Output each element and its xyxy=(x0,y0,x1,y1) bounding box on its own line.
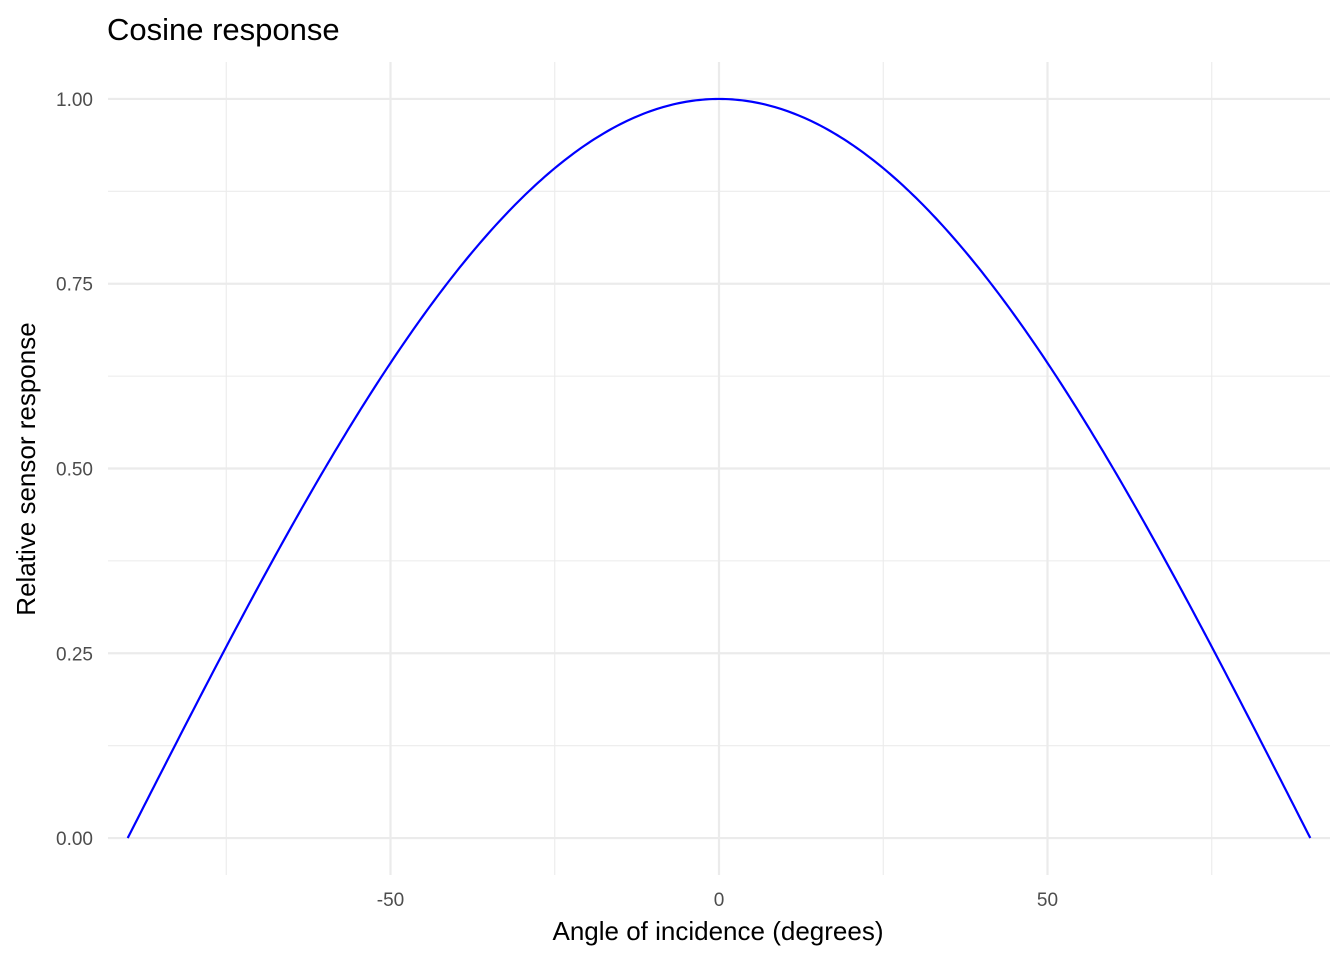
x-tick-label: -50 xyxy=(377,890,404,911)
series-layer xyxy=(126,97,1312,839)
series-line xyxy=(126,97,1312,839)
y-tick-label: 1.00 xyxy=(56,90,93,111)
grid xyxy=(108,62,1330,875)
y-tick-label: 0.25 xyxy=(56,644,93,665)
x-tick-label: 50 xyxy=(1037,890,1058,911)
x-tick-label: 0 xyxy=(714,890,725,911)
x-axis-ticks: -50 0 50 xyxy=(377,890,1058,911)
x-axis-title: Angle of incidence (degrees) xyxy=(553,916,884,946)
y-tick-label: 0.00 xyxy=(56,829,93,850)
y-tick-label: 0.75 xyxy=(56,275,93,296)
chart-title: Cosine response xyxy=(107,12,340,47)
y-tick-label: 0.50 xyxy=(56,460,93,481)
y-axis-title: Relative sensor response xyxy=(11,322,41,615)
y-axis-ticks: 0.00 0.25 0.50 0.75 1.00 xyxy=(56,90,93,850)
